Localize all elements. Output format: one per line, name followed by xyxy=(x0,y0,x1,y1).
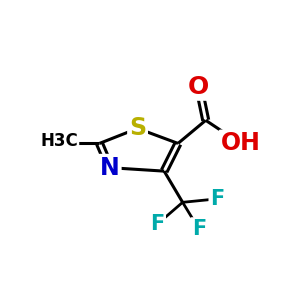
Text: F: F xyxy=(210,189,224,209)
Text: S: S xyxy=(129,116,146,140)
Text: F: F xyxy=(192,219,206,239)
Text: H3C: H3C xyxy=(40,132,78,150)
Text: O: O xyxy=(188,75,209,99)
Text: N: N xyxy=(100,156,120,180)
Text: F: F xyxy=(150,214,164,234)
Text: OH: OH xyxy=(220,131,260,155)
